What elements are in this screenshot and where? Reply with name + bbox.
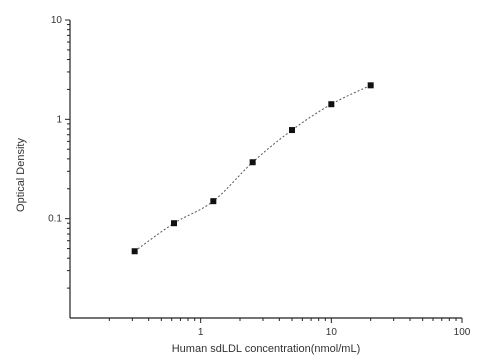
fit-curve xyxy=(134,84,371,252)
y-tick-label: 10 xyxy=(51,15,63,26)
x-tick-label: 10 xyxy=(326,327,338,338)
x-axis-title: Human sdLDL concentration(nmol/mL) xyxy=(172,343,361,355)
data-point xyxy=(131,248,138,255)
y-tick-label: 0.1 xyxy=(48,214,62,225)
data-point xyxy=(367,82,374,89)
y-axis-title: Optical Density xyxy=(15,138,27,212)
x-tick-label: 1 xyxy=(198,327,204,338)
data-point xyxy=(328,101,335,108)
x-tick-label: 100 xyxy=(454,327,471,338)
data-point xyxy=(289,127,295,134)
ticks: 1 10 100 0.1 1 10 xyxy=(48,15,471,338)
data-point xyxy=(249,159,256,166)
fit-curve-layer xyxy=(134,84,371,252)
y-tick-label: 1 xyxy=(56,114,62,125)
data-points xyxy=(131,82,374,255)
axes xyxy=(69,20,462,319)
data-point xyxy=(170,220,177,227)
data-point xyxy=(210,198,217,205)
